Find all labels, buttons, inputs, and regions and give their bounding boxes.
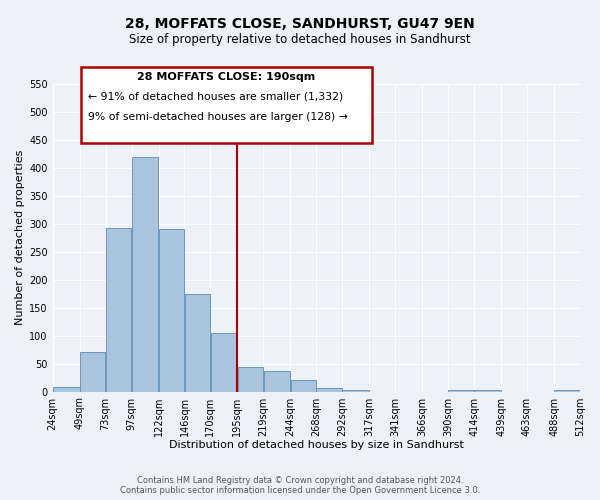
Bar <box>132 156 158 392</box>
Bar <box>80 352 106 392</box>
Text: Contains public sector information licensed under the Open Government Licence 3.: Contains public sector information licen… <box>120 486 480 495</box>
Bar <box>53 387 80 392</box>
Bar <box>238 367 263 392</box>
Bar <box>211 333 237 392</box>
Text: 28 MOFFATS CLOSE: 190sqm: 28 MOFFATS CLOSE: 190sqm <box>137 72 316 83</box>
Bar <box>106 228 131 392</box>
Bar <box>290 380 316 392</box>
Bar <box>448 390 474 392</box>
Text: 28, MOFFATS CLOSE, SANDHURST, GU47 9EN: 28, MOFFATS CLOSE, SANDHURST, GU47 9EN <box>125 18 475 32</box>
Bar <box>343 390 369 392</box>
Text: Size of property relative to detached houses in Sandhurst: Size of property relative to detached ho… <box>129 32 471 46</box>
Text: ← 91% of detached houses are smaller (1,332): ← 91% of detached houses are smaller (1,… <box>88 92 343 102</box>
Bar <box>263 371 290 392</box>
Bar <box>159 230 184 392</box>
Bar <box>316 388 342 392</box>
Bar <box>185 294 210 392</box>
Bar <box>474 390 501 392</box>
Bar <box>554 390 580 392</box>
X-axis label: Distribution of detached houses by size in Sandhurst: Distribution of detached houses by size … <box>169 440 464 450</box>
Text: Contains HM Land Registry data © Crown copyright and database right 2024.: Contains HM Land Registry data © Crown c… <box>137 476 463 485</box>
Text: 9% of semi-detached houses are larger (128) →: 9% of semi-detached houses are larger (1… <box>88 112 348 122</box>
Y-axis label: Number of detached properties: Number of detached properties <box>15 150 25 326</box>
